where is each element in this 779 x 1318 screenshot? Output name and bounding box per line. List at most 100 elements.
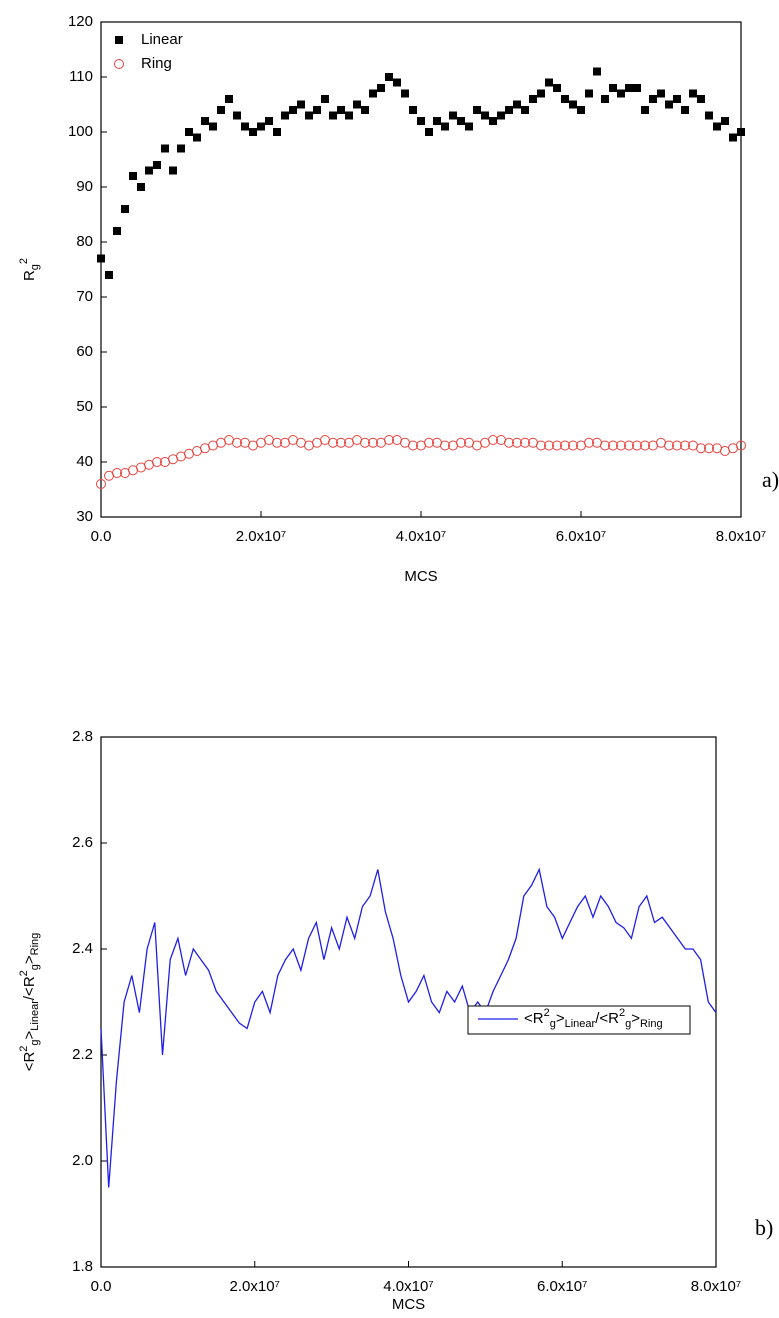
point	[360, 437, 370, 448]
point	[696, 443, 706, 454]
label-part: g	[29, 964, 41, 970]
label-part: g	[625, 1018, 631, 1030]
point	[544, 440, 554, 451]
label-part: /<R	[595, 1010, 619, 1027]
x-tick-label: 2.0x10⁷	[236, 528, 286, 545]
legend-label: <R2g>Linear/<R2g>Ring	[524, 1007, 663, 1030]
x-axis-label: MCS	[392, 1296, 425, 1313]
legend-label: Ring	[141, 55, 172, 72]
point	[537, 89, 545, 98]
point	[225, 95, 233, 103]
point	[145, 166, 153, 175]
x-tick-label: 0.0	[91, 1278, 112, 1295]
point	[281, 111, 289, 120]
y-tick-label: 2.4	[72, 940, 93, 957]
point	[488, 435, 498, 445]
point	[113, 227, 121, 235]
y-tick-label: 50	[76, 398, 93, 415]
point	[177, 144, 185, 153]
point	[680, 440, 690, 451]
point	[384, 435, 394, 445]
point	[665, 100, 673, 109]
point	[353, 100, 361, 109]
point	[640, 440, 650, 451]
point	[465, 122, 473, 131]
x-tick-label: 0.0	[91, 528, 112, 545]
point	[505, 106, 513, 114]
y-tick-label: 2.8	[72, 728, 93, 745]
label-part: /<R	[21, 976, 38, 1000]
y-tick-label: 70	[76, 288, 93, 305]
x-tick-label: 4.0x10⁷	[396, 528, 446, 545]
point	[97, 254, 105, 263]
point	[553, 84, 561, 92]
y-axis-label: Rg2	[18, 258, 41, 281]
point	[625, 84, 633, 92]
legend-label: Linear	[141, 31, 183, 48]
point	[456, 437, 466, 448]
point	[408, 440, 418, 451]
point	[377, 84, 385, 92]
y-tick-label: 2.0	[72, 1152, 93, 1169]
point	[513, 100, 521, 109]
point	[257, 122, 265, 131]
point	[601, 95, 609, 103]
point	[529, 95, 537, 103]
x-tick-label: 4.0x10⁷	[383, 1278, 433, 1295]
y-tick-label: 100	[68, 123, 93, 140]
point	[593, 67, 601, 76]
point	[560, 440, 570, 451]
point	[568, 440, 578, 451]
point	[249, 128, 257, 136]
point	[681, 106, 689, 114]
y-tick-label: 1.8	[72, 1258, 93, 1275]
point	[585, 89, 593, 98]
point	[641, 106, 649, 114]
point	[689, 89, 697, 98]
label-part: g	[29, 264, 41, 270]
point	[401, 89, 409, 98]
y-tick-label: 2.6	[72, 834, 93, 851]
y-tick-label: 60	[76, 343, 93, 360]
point	[673, 95, 681, 103]
y-tick-label: 40	[76, 453, 93, 470]
point	[345, 111, 353, 120]
x-tick-label: 8.0x10⁷	[691, 1278, 741, 1295]
point	[424, 437, 434, 448]
label-part: Ring	[29, 933, 41, 956]
y-tick-label: 90	[76, 178, 93, 195]
label-part: Linear	[29, 1000, 41, 1031]
label-part: R	[21, 270, 38, 281]
point	[617, 89, 625, 98]
label-part: 2	[544, 1007, 550, 1019]
point	[705, 111, 713, 120]
point	[129, 172, 137, 180]
point	[441, 122, 449, 131]
point	[729, 133, 737, 142]
point	[313, 106, 321, 114]
point	[121, 205, 129, 213]
point	[552, 440, 562, 451]
point	[457, 117, 465, 125]
y-tick-label: 110	[69, 68, 93, 85]
label-part: Linear	[565, 1018, 596, 1030]
point	[504, 437, 514, 448]
point	[633, 84, 641, 92]
y-tick-label: 80	[76, 233, 93, 250]
point	[112, 468, 122, 478]
point	[152, 457, 162, 467]
label-part: <R	[21, 1052, 38, 1072]
point	[609, 84, 617, 92]
point	[481, 111, 489, 120]
point	[704, 443, 714, 454]
label-part: >	[21, 955, 38, 964]
point	[297, 100, 305, 109]
y-tick-label: 2.2	[72, 1046, 93, 1063]
point	[385, 73, 393, 81]
point	[193, 133, 201, 142]
legend-marker	[115, 36, 123, 44]
label-part: Ring	[640, 1018, 663, 1030]
point	[440, 440, 450, 451]
legend-box	[467, 1005, 691, 1035]
point	[417, 117, 425, 125]
